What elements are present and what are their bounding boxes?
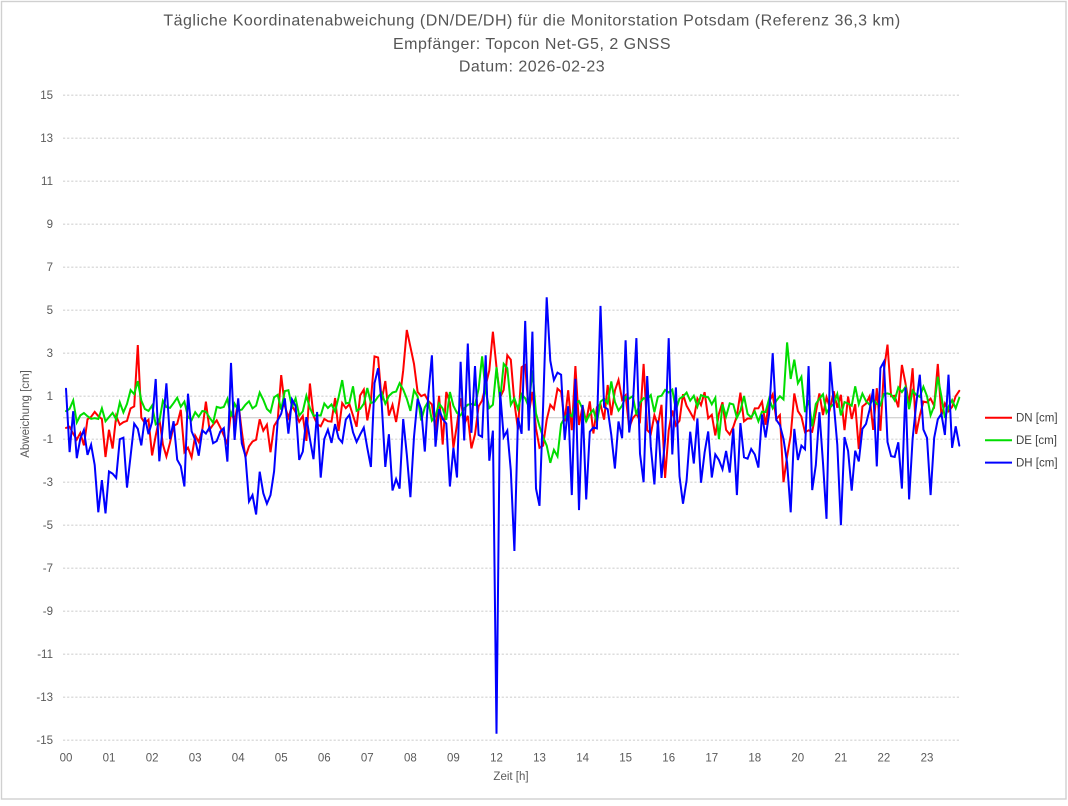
svg-text:22: 22	[878, 753, 891, 765]
svg-text:18: 18	[748, 753, 761, 765]
svg-text:15: 15	[40, 90, 53, 102]
svg-text:06: 06	[318, 753, 331, 765]
svg-text:Datum: 2026-02-23: Datum: 2026-02-23	[459, 59, 605, 76]
svg-text:21: 21	[835, 753, 848, 765]
svg-text:Tägliche Koordinatenabweichung: Tägliche Koordinatenabweichung (DN/DE/DH…	[163, 13, 900, 30]
svg-text:5: 5	[47, 305, 53, 317]
svg-text:9: 9	[47, 219, 53, 231]
svg-text:Zeit [h]: Zeit [h]	[493, 771, 528, 783]
svg-text:20: 20	[791, 753, 804, 765]
svg-text:13: 13	[533, 753, 546, 765]
svg-text:-13: -13	[36, 692, 53, 704]
svg-text:-7: -7	[43, 563, 53, 575]
svg-text:DN [cm]: DN [cm]	[1016, 413, 1058, 425]
svg-text:DE [cm]: DE [cm]	[1016, 435, 1057, 447]
svg-text:DH [cm]: DH [cm]	[1016, 458, 1058, 470]
svg-text:-9: -9	[43, 606, 53, 618]
svg-text:-3: -3	[43, 477, 53, 489]
svg-text:14: 14	[576, 753, 589, 765]
svg-text:16: 16	[662, 753, 675, 765]
svg-text:1: 1	[47, 391, 53, 403]
svg-text:02: 02	[146, 753, 159, 765]
svg-text:Empfänger: Topcon Net-G5, 2 GN: Empfänger: Topcon Net-G5, 2 GNSS	[393, 36, 671, 53]
svg-text:-5: -5	[43, 520, 53, 532]
svg-text:23: 23	[921, 753, 934, 765]
svg-text:3: 3	[47, 348, 53, 360]
svg-text:04: 04	[232, 753, 245, 765]
svg-text:01: 01	[103, 753, 116, 765]
svg-text:Abweichung [cm]: Abweichung [cm]	[20, 370, 32, 458]
svg-text:15: 15	[619, 753, 632, 765]
svg-text:08: 08	[404, 753, 417, 765]
svg-text:12: 12	[490, 753, 503, 765]
svg-text:-1: -1	[43, 434, 53, 446]
svg-text:00: 00	[60, 753, 73, 765]
svg-text:7: 7	[47, 262, 53, 274]
svg-text:-15: -15	[36, 735, 53, 747]
svg-text:05: 05	[275, 753, 288, 765]
svg-text:11: 11	[41, 176, 53, 188]
svg-text:09: 09	[447, 753, 460, 765]
svg-text:-11: -11	[37, 649, 53, 661]
svg-text:13: 13	[40, 133, 53, 145]
svg-text:07: 07	[361, 753, 374, 765]
svg-text:03: 03	[189, 753, 202, 765]
svg-text:17: 17	[705, 753, 718, 765]
